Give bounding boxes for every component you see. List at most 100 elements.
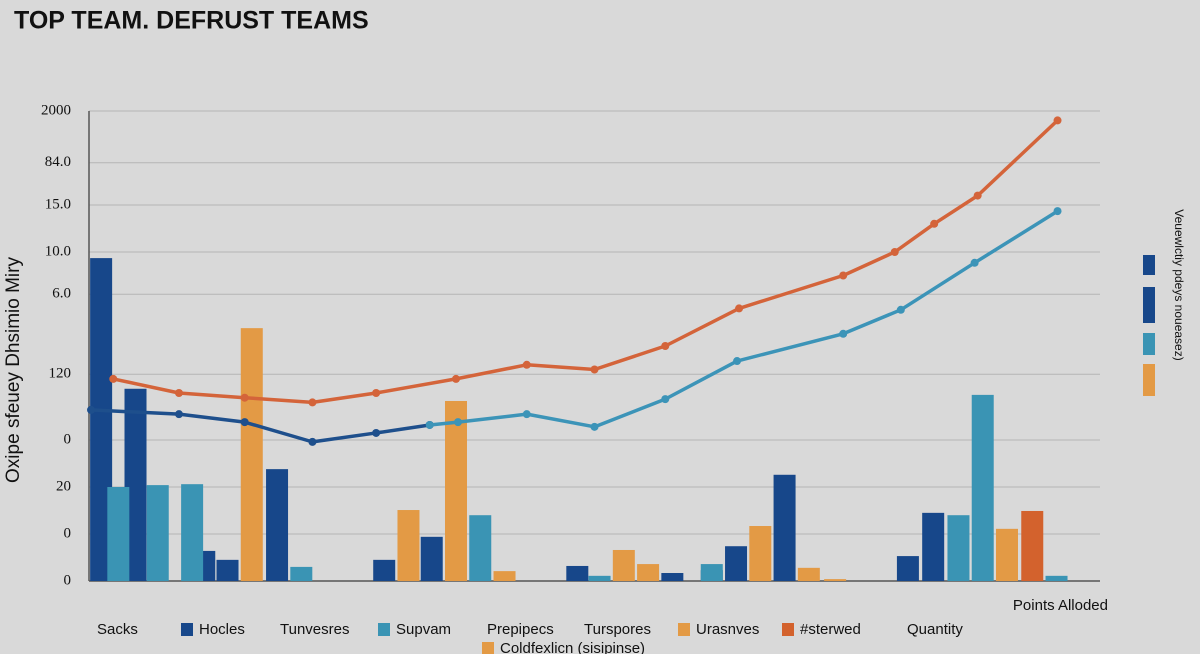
line-marker — [970, 258, 979, 267]
line-marker — [590, 422, 599, 431]
bar — [995, 528, 1018, 581]
bar — [725, 546, 748, 581]
bar — [373, 559, 396, 581]
line — [429, 209, 1059, 429]
y-tick-label: 0 — [64, 431, 72, 447]
y-tick-label: 15.0 — [45, 196, 71, 212]
line-marker — [930, 219, 939, 228]
side-swatch — [1143, 333, 1155, 355]
bar — [749, 526, 772, 581]
legend-label: Prepipecs — [487, 621, 554, 638]
line-marker — [425, 420, 434, 429]
bar — [824, 579, 847, 581]
line-marker — [174, 410, 183, 419]
bar — [773, 474, 796, 581]
bar — [637, 564, 660, 581]
line-marker — [839, 271, 848, 280]
legend-label: Urasnves — [696, 621, 759, 638]
bar — [612, 549, 635, 581]
legend-label: Turspores — [584, 621, 651, 638]
legend-label: Tunvesres — [280, 621, 349, 638]
side-note: Veuewlctiy pdeys noueasez) — [1172, 209, 1186, 360]
legend-label: Quantity — [907, 621, 963, 638]
bar — [397, 510, 420, 581]
legend-swatch — [378, 623, 390, 636]
bar — [181, 484, 204, 581]
legend-label: Coldfexlicn (sisipinse) — [500, 640, 645, 654]
y-tick-label: 10.0 — [45, 243, 71, 259]
legend: Sacks Hocles Tunvesres Supvam Prepipecs Tursp… — [97, 621, 963, 654]
legend-label: Sacks — [97, 621, 138, 638]
bar — [661, 573, 684, 581]
bar — [493, 571, 516, 581]
legend-label: Hocles — [199, 621, 245, 638]
line-marker — [240, 418, 249, 427]
line-marker — [454, 418, 463, 427]
legend-swatch — [678, 623, 690, 636]
y-tick-label: 2000 — [41, 102, 71, 118]
bar — [124, 388, 147, 581]
line-marker — [1053, 207, 1062, 216]
line-marker — [973, 191, 982, 200]
line-marker — [372, 389, 381, 397]
side-swatch — [1143, 255, 1155, 275]
y-tick-label: 84.0 — [45, 154, 71, 170]
line-marker — [372, 428, 381, 437]
y-tick-label: 0 — [64, 525, 72, 541]
line-marker — [661, 395, 670, 404]
bar — [588, 575, 611, 581]
line-marker — [240, 393, 249, 402]
line-marker — [451, 374, 460, 383]
line-marker — [733, 357, 742, 366]
bar — [971, 394, 994, 581]
bar — [896, 556, 919, 581]
bar — [700, 564, 723, 581]
line-marker — [735, 304, 744, 313]
bar — [107, 487, 130, 581]
bar — [1045, 575, 1068, 581]
bar — [146, 485, 169, 581]
line — [90, 408, 430, 444]
y-axis-title: Oxipe sfeuey Dhsimio Miry — [3, 257, 24, 483]
bar — [420, 536, 443, 581]
line-marker — [522, 410, 531, 419]
legend-label: Supvam — [396, 621, 451, 638]
x-axis-title: Points Alloded — [1013, 597, 1108, 614]
legend-label: #sterwed — [800, 621, 861, 638]
y-tick-label: 120 — [49, 366, 72, 382]
line-marker — [522, 360, 531, 369]
legend-swatch — [181, 623, 193, 636]
line-marker — [661, 342, 670, 350]
line-marker — [109, 374, 118, 383]
y-tick-label: 0 — [64, 572, 72, 588]
line-marker — [839, 329, 848, 338]
line-marker — [308, 398, 317, 407]
side-legend: Veuewlctiy pdeys noueasez) — [1143, 209, 1186, 396]
bar — [797, 567, 820, 581]
line-marker — [1053, 116, 1062, 125]
line-marker — [174, 389, 183, 397]
legend-swatch — [782, 623, 794, 636]
bar — [444, 400, 467, 581]
line-marker — [308, 437, 317, 446]
line-marker — [896, 305, 905, 314]
bar — [469, 515, 492, 581]
bar — [216, 559, 239, 581]
side-swatch — [1143, 287, 1155, 323]
legend-swatch — [482, 642, 494, 654]
bar — [90, 258, 113, 581]
bar — [1021, 510, 1044, 581]
plot-area: 0 0 20 0 120 6.0 10.0 15.0 84.0 2000 — [41, 102, 1100, 588]
bar — [240, 328, 263, 581]
chart-title: TOP TEAM. DEFRUST TEAMS — [14, 7, 369, 35]
bar — [947, 515, 970, 581]
y-tick-label: 6.0 — [52, 286, 71, 302]
side-swatch — [1143, 364, 1155, 396]
bar — [566, 565, 589, 581]
bar — [922, 512, 945, 581]
line-marker — [590, 365, 599, 374]
y-tick-label: 20 — [56, 478, 71, 494]
